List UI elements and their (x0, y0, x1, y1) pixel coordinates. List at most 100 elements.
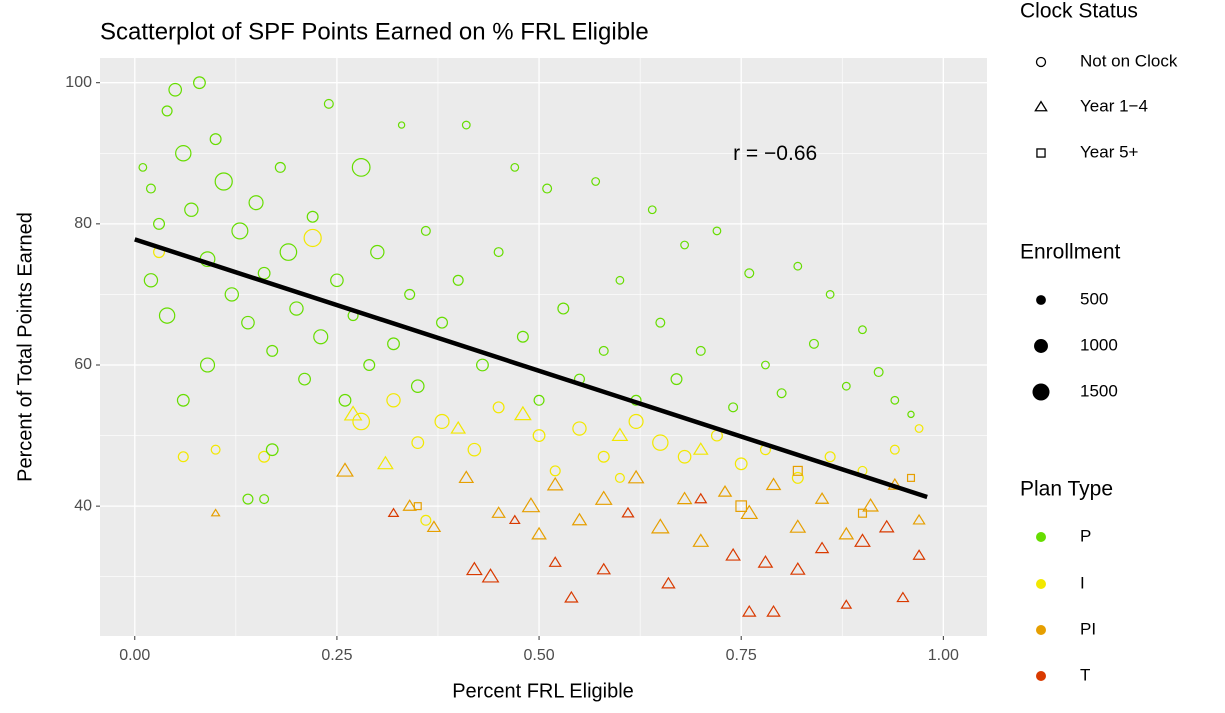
legend-label: 500 (1080, 289, 1108, 308)
legend-label: I (1080, 573, 1085, 592)
point (306, 210, 319, 223)
point (549, 465, 561, 477)
point (426, 520, 442, 533)
point (728, 402, 739, 413)
point (274, 161, 286, 173)
y-tick-label: 100 (65, 74, 92, 91)
legend-color (1036, 579, 1046, 589)
legend-symbol (1036, 148, 1046, 158)
point (330, 273, 344, 288)
point (241, 315, 255, 330)
point (210, 508, 221, 517)
point (420, 225, 431, 236)
legend-label: Not on Clock (1080, 51, 1178, 70)
point (670, 373, 683, 386)
legend-label: 1500 (1080, 381, 1118, 400)
point (465, 561, 483, 576)
point (248, 195, 264, 211)
point (231, 222, 249, 240)
legend-title: Enrollment (1020, 241, 1121, 264)
point (873, 367, 884, 378)
point (695, 345, 706, 356)
point (694, 492, 708, 504)
point (397, 121, 406, 129)
point (546, 476, 564, 491)
point (825, 290, 835, 299)
point (598, 345, 609, 356)
point (611, 427, 629, 442)
point (889, 444, 900, 455)
point (184, 202, 199, 217)
point (808, 338, 819, 349)
point (614, 472, 625, 483)
legend-label: PI (1080, 619, 1096, 638)
point (363, 359, 376, 371)
point (564, 590, 579, 603)
point (508, 514, 521, 525)
point (789, 562, 806, 575)
point (153, 217, 166, 230)
point (259, 494, 270, 505)
legend-color (1036, 625, 1046, 635)
point (814, 492, 830, 504)
point (436, 316, 449, 329)
point (650, 518, 670, 534)
point (158, 307, 176, 324)
point (744, 268, 755, 279)
y-axis-title: Percent of Total Points Earned (14, 212, 36, 482)
point (175, 145, 192, 162)
point (387, 337, 400, 351)
point (542, 183, 553, 194)
x-axis-title: Percent FRL Eligible (452, 680, 634, 702)
legend-size (1032, 383, 1050, 401)
legend-title: Plan Type (1020, 478, 1113, 501)
point (493, 247, 504, 258)
point (717, 484, 733, 497)
point (596, 562, 612, 575)
point (210, 444, 221, 455)
point (655, 317, 666, 328)
point (338, 393, 352, 407)
point (725, 547, 741, 561)
point (450, 420, 467, 434)
point (789, 519, 807, 533)
point (792, 465, 803, 476)
panel (100, 58, 987, 636)
grid (100, 58, 987, 636)
point (628, 413, 644, 430)
point (402, 499, 417, 511)
point (434, 413, 450, 430)
point (824, 451, 836, 463)
chart-title: Scatterplot of SPF Points Earned on % FR… (100, 18, 649, 45)
point (303, 228, 322, 248)
point (912, 513, 926, 525)
point (907, 410, 915, 419)
point (862, 498, 879, 512)
point (740, 504, 759, 520)
point (476, 358, 489, 372)
point (594, 490, 613, 505)
point (597, 450, 610, 463)
point (572, 421, 587, 436)
point (420, 514, 432, 526)
point (265, 443, 279, 457)
point (838, 526, 855, 540)
point (491, 506, 506, 518)
point (138, 162, 148, 172)
point (386, 393, 401, 408)
point (557, 302, 570, 315)
point (761, 360, 770, 370)
point (841, 381, 851, 391)
point (521, 497, 541, 513)
point (712, 226, 722, 236)
point (676, 491, 693, 505)
point (793, 261, 803, 271)
legend-label: 1000 (1080, 335, 1118, 354)
point (757, 554, 774, 568)
point (370, 244, 385, 260)
point (145, 183, 156, 194)
point (266, 344, 279, 357)
point (481, 568, 500, 583)
point (896, 591, 910, 603)
point (510, 162, 520, 172)
